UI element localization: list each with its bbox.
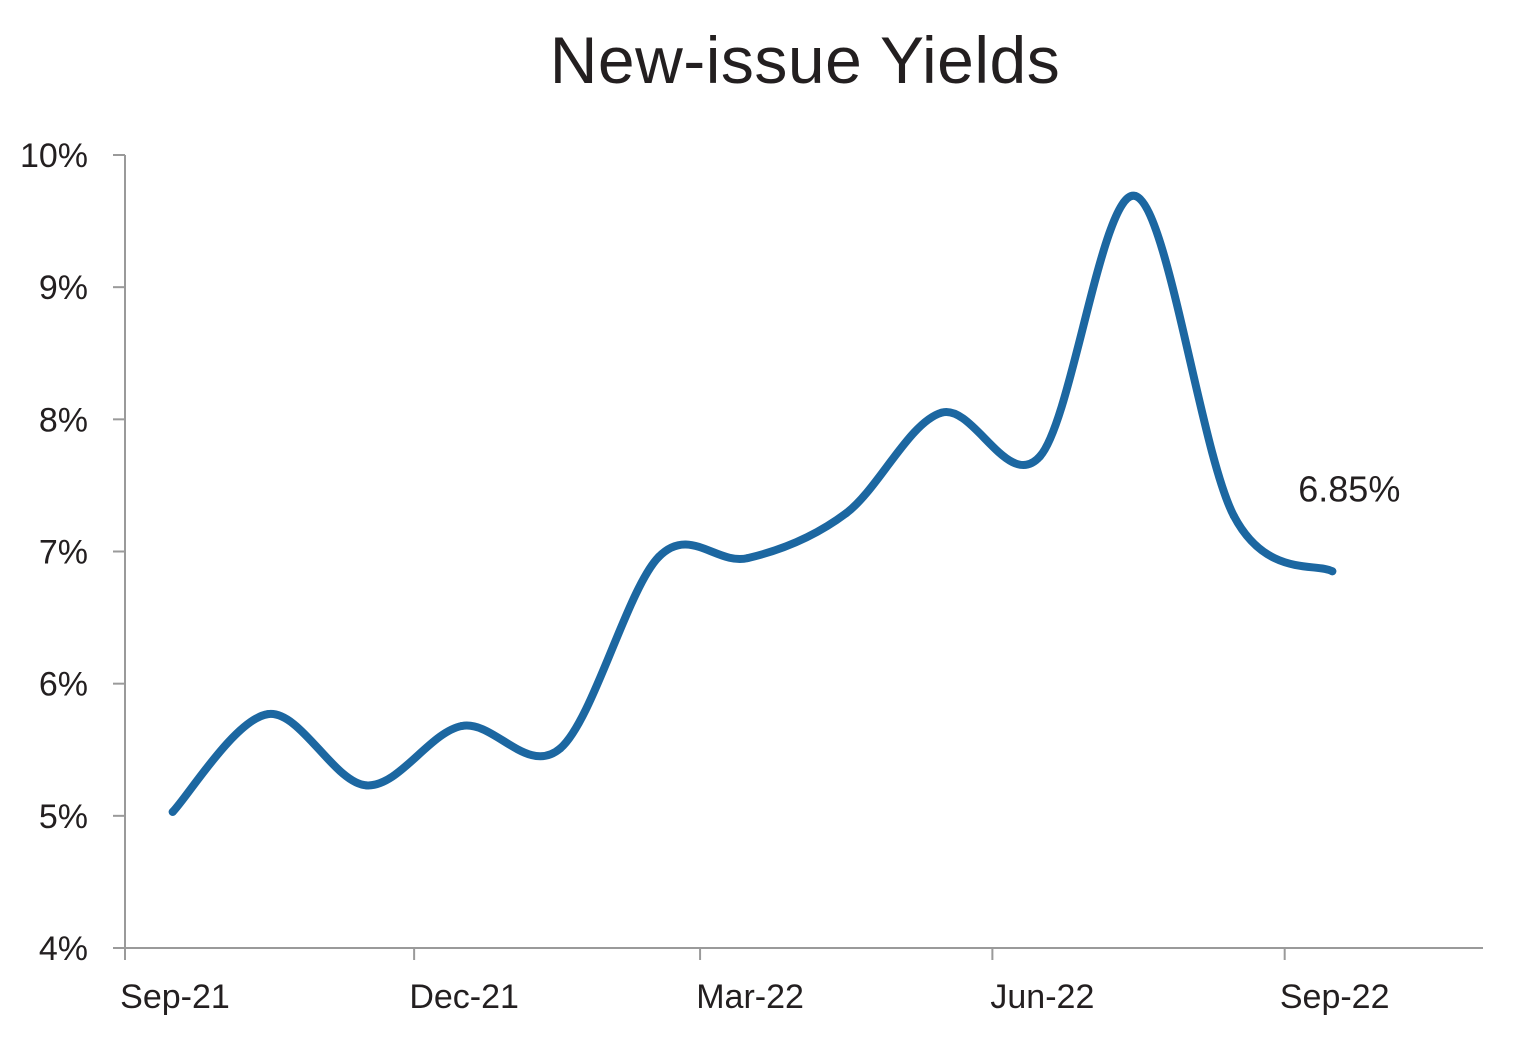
x-tick-label: Sep-22	[1280, 978, 1390, 1016]
data-point	[264, 710, 272, 719]
data-point	[1131, 192, 1140, 200]
y-tick-label: 10%	[20, 137, 88, 175]
data-point	[1229, 511, 1238, 520]
y-tick-label: 6%	[39, 666, 88, 704]
data-point	[1328, 567, 1337, 576]
data-point	[743, 554, 752, 563]
y-tick-label: 8%	[39, 401, 88, 439]
x-tick-label: Mar-22	[696, 978, 804, 1016]
data-point	[457, 722, 466, 730]
data-point	[168, 807, 177, 816]
x-tick-label: Jun-22	[990, 978, 1094, 1016]
annotations: 6.85%	[1298, 468, 1400, 509]
data-label: 6.85%	[1298, 468, 1400, 509]
data-point	[937, 408, 946, 417]
x-tick-label: Dec-21	[409, 978, 519, 1016]
y-tick-label: 9%	[39, 269, 88, 307]
y-ticks: 4% 5% 6% 7% 8% 9% 10%	[20, 137, 125, 968]
y-tick-label: 5%	[39, 798, 88, 836]
y-tick-label: 7%	[39, 534, 88, 572]
data-point	[842, 509, 851, 518]
data-point	[556, 744, 565, 753]
series-line-0	[168, 191, 1337, 816]
data-point	[654, 552, 663, 561]
axes	[113, 155, 1483, 960]
x-ticks: Sep-21 Dec-21 Mar-22 Jun-22 Sep-22	[120, 948, 1390, 1016]
y-tick-label: 4%	[39, 930, 88, 968]
data-point	[1036, 452, 1044, 461]
x-tick-label: Sep-21	[120, 978, 230, 1016]
chart-title: New-issue Yields	[549, 23, 1061, 97]
data-point	[362, 781, 371, 790]
series-layer	[168, 191, 1337, 816]
